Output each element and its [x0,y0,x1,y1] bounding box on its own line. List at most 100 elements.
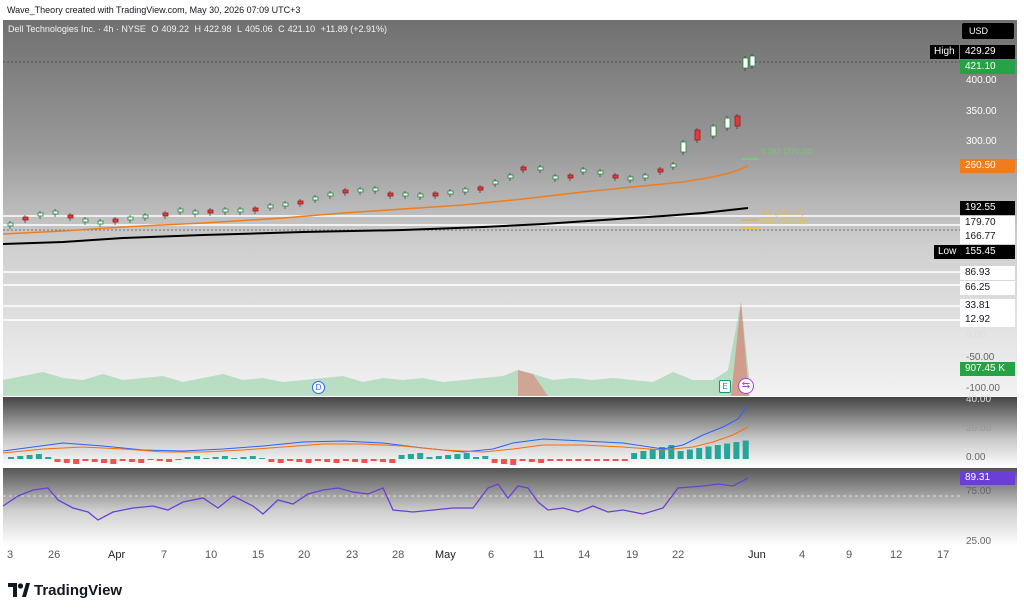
sma-black-line [3,207,749,245]
macd-bar-negative [101,459,107,463]
symbol-legend: Dell Technologies Inc. · 4h · NYSE O 409.… [8,24,390,34]
macd-bar-negative [575,459,582,461]
candle-up [97,220,104,225]
macd-bar-negative [138,459,145,463]
candle-down [112,218,119,223]
time-tick: 11 [533,549,545,561]
candle-down [612,174,619,179]
macd-bar-positive [677,451,684,459]
candle-up [724,117,731,129]
legend-open: 409.22 [161,24,189,34]
macd-bar-negative [175,459,182,460]
macd-bar-negative [119,459,126,461]
macd-bar-negative [556,459,563,461]
macd-bar-negative [128,459,135,462]
macd-bar-positive [417,453,424,459]
time-tick: 28 [392,549,405,561]
time-tick: 22 [672,549,685,561]
macd-pane[interactable] [3,397,1017,467]
macd-bar-negative [491,459,498,463]
macd-bar-negative [603,459,610,461]
candle-up [417,193,424,198]
macd-bar-negative [110,459,117,464]
currency-button[interactable]: USD [962,23,1014,39]
high-value-label: 429.29 [960,45,1015,59]
macd-bar-negative [268,459,275,462]
dividend-icon[interactable]: D [312,381,325,394]
candle-down [567,174,574,179]
candle-down [342,189,349,194]
candle-up [222,208,229,213]
macd-bar-positive [705,446,712,459]
time-tick: Jun [748,549,766,561]
candle-up [127,216,134,221]
macd-bar-positive [8,457,14,459]
candle-up [710,125,717,137]
time-tick: 4 [799,549,806,561]
time-tick: 10 [205,549,218,561]
candle-down [520,166,527,171]
time-tick: 9 [846,549,853,561]
candle-up [82,218,89,223]
time-tick: 14 [578,549,591,561]
macd-bar-negative [54,459,61,462]
candle-up [507,174,514,179]
macd-bar-positive [668,445,675,459]
split-icon[interactable]: ⇆ [738,378,754,394]
macd-bar-positive [259,458,266,459]
macd-chart-svg [3,404,749,465]
price-pane[interactable] [3,20,1017,396]
macd-bar-negative [510,459,517,465]
fib-0382-label: 0.382 (270.24) [761,147,814,156]
tradingview-logo[interactable]: TradingView [8,580,122,600]
macd-bar-negative [324,459,331,462]
candle-up [192,210,199,215]
candle-up [492,180,499,185]
legend-open-label: O [151,24,159,34]
candle-down [432,192,439,197]
candle-down [162,212,169,217]
legend-low-label: L [237,24,243,34]
candle-down [22,216,29,221]
macd-histogram-group [8,440,749,465]
macd-tick-40: 40.00 [966,394,992,405]
price-tick-350: 350.00 [966,106,997,117]
macd-bar-negative [73,459,80,464]
candle-up [52,210,59,215]
time-tick: 26 [48,549,61,561]
macd-bar-positive [231,458,238,459]
macd-bar-negative [82,459,89,461]
macd-bar-negative [621,459,628,461]
volume-value-label: 907.45 K [960,362,1015,376]
macd-bar-positive [454,454,461,459]
volume-area [3,302,749,396]
macd-tick-20: 20.00 [966,423,992,434]
macd-bar-negative [277,459,284,463]
candle-up [580,168,587,173]
macd-bar-positive [221,456,228,459]
time-tick: Apr [108,549,126,561]
high-tag: High [930,45,959,59]
rsi-pane[interactable] [3,468,1017,546]
macd-bar-negative [91,459,98,462]
macd-bar-negative [519,459,526,461]
time-tick: 15 [252,549,265,561]
last-price-label: 421.10 [960,60,1015,74]
low-tag: Low [934,245,961,259]
macd-bar-negative [314,459,321,461]
candle-down [694,129,701,141]
macd-bar-negative [156,459,163,461]
low-value-label: 155.45 [960,245,1015,259]
macd-bar-positive [426,457,433,459]
candle-down [657,168,664,173]
earnings-icon[interactable]: E [719,380,731,393]
macd-bar-negative [147,459,154,460]
fib-065-label: 0.65 (188.65) [761,216,809,225]
rsi-tick-75: 75.00 [966,486,992,497]
macd-bar-positive [742,440,749,459]
macd-bar-positive [17,456,24,459]
legend-change: +11.89 (+2.91%) [320,24,388,34]
candle-down [734,115,741,127]
level-179-label: 179.70 [960,216,1015,230]
time-tick: 23 [346,549,359,561]
